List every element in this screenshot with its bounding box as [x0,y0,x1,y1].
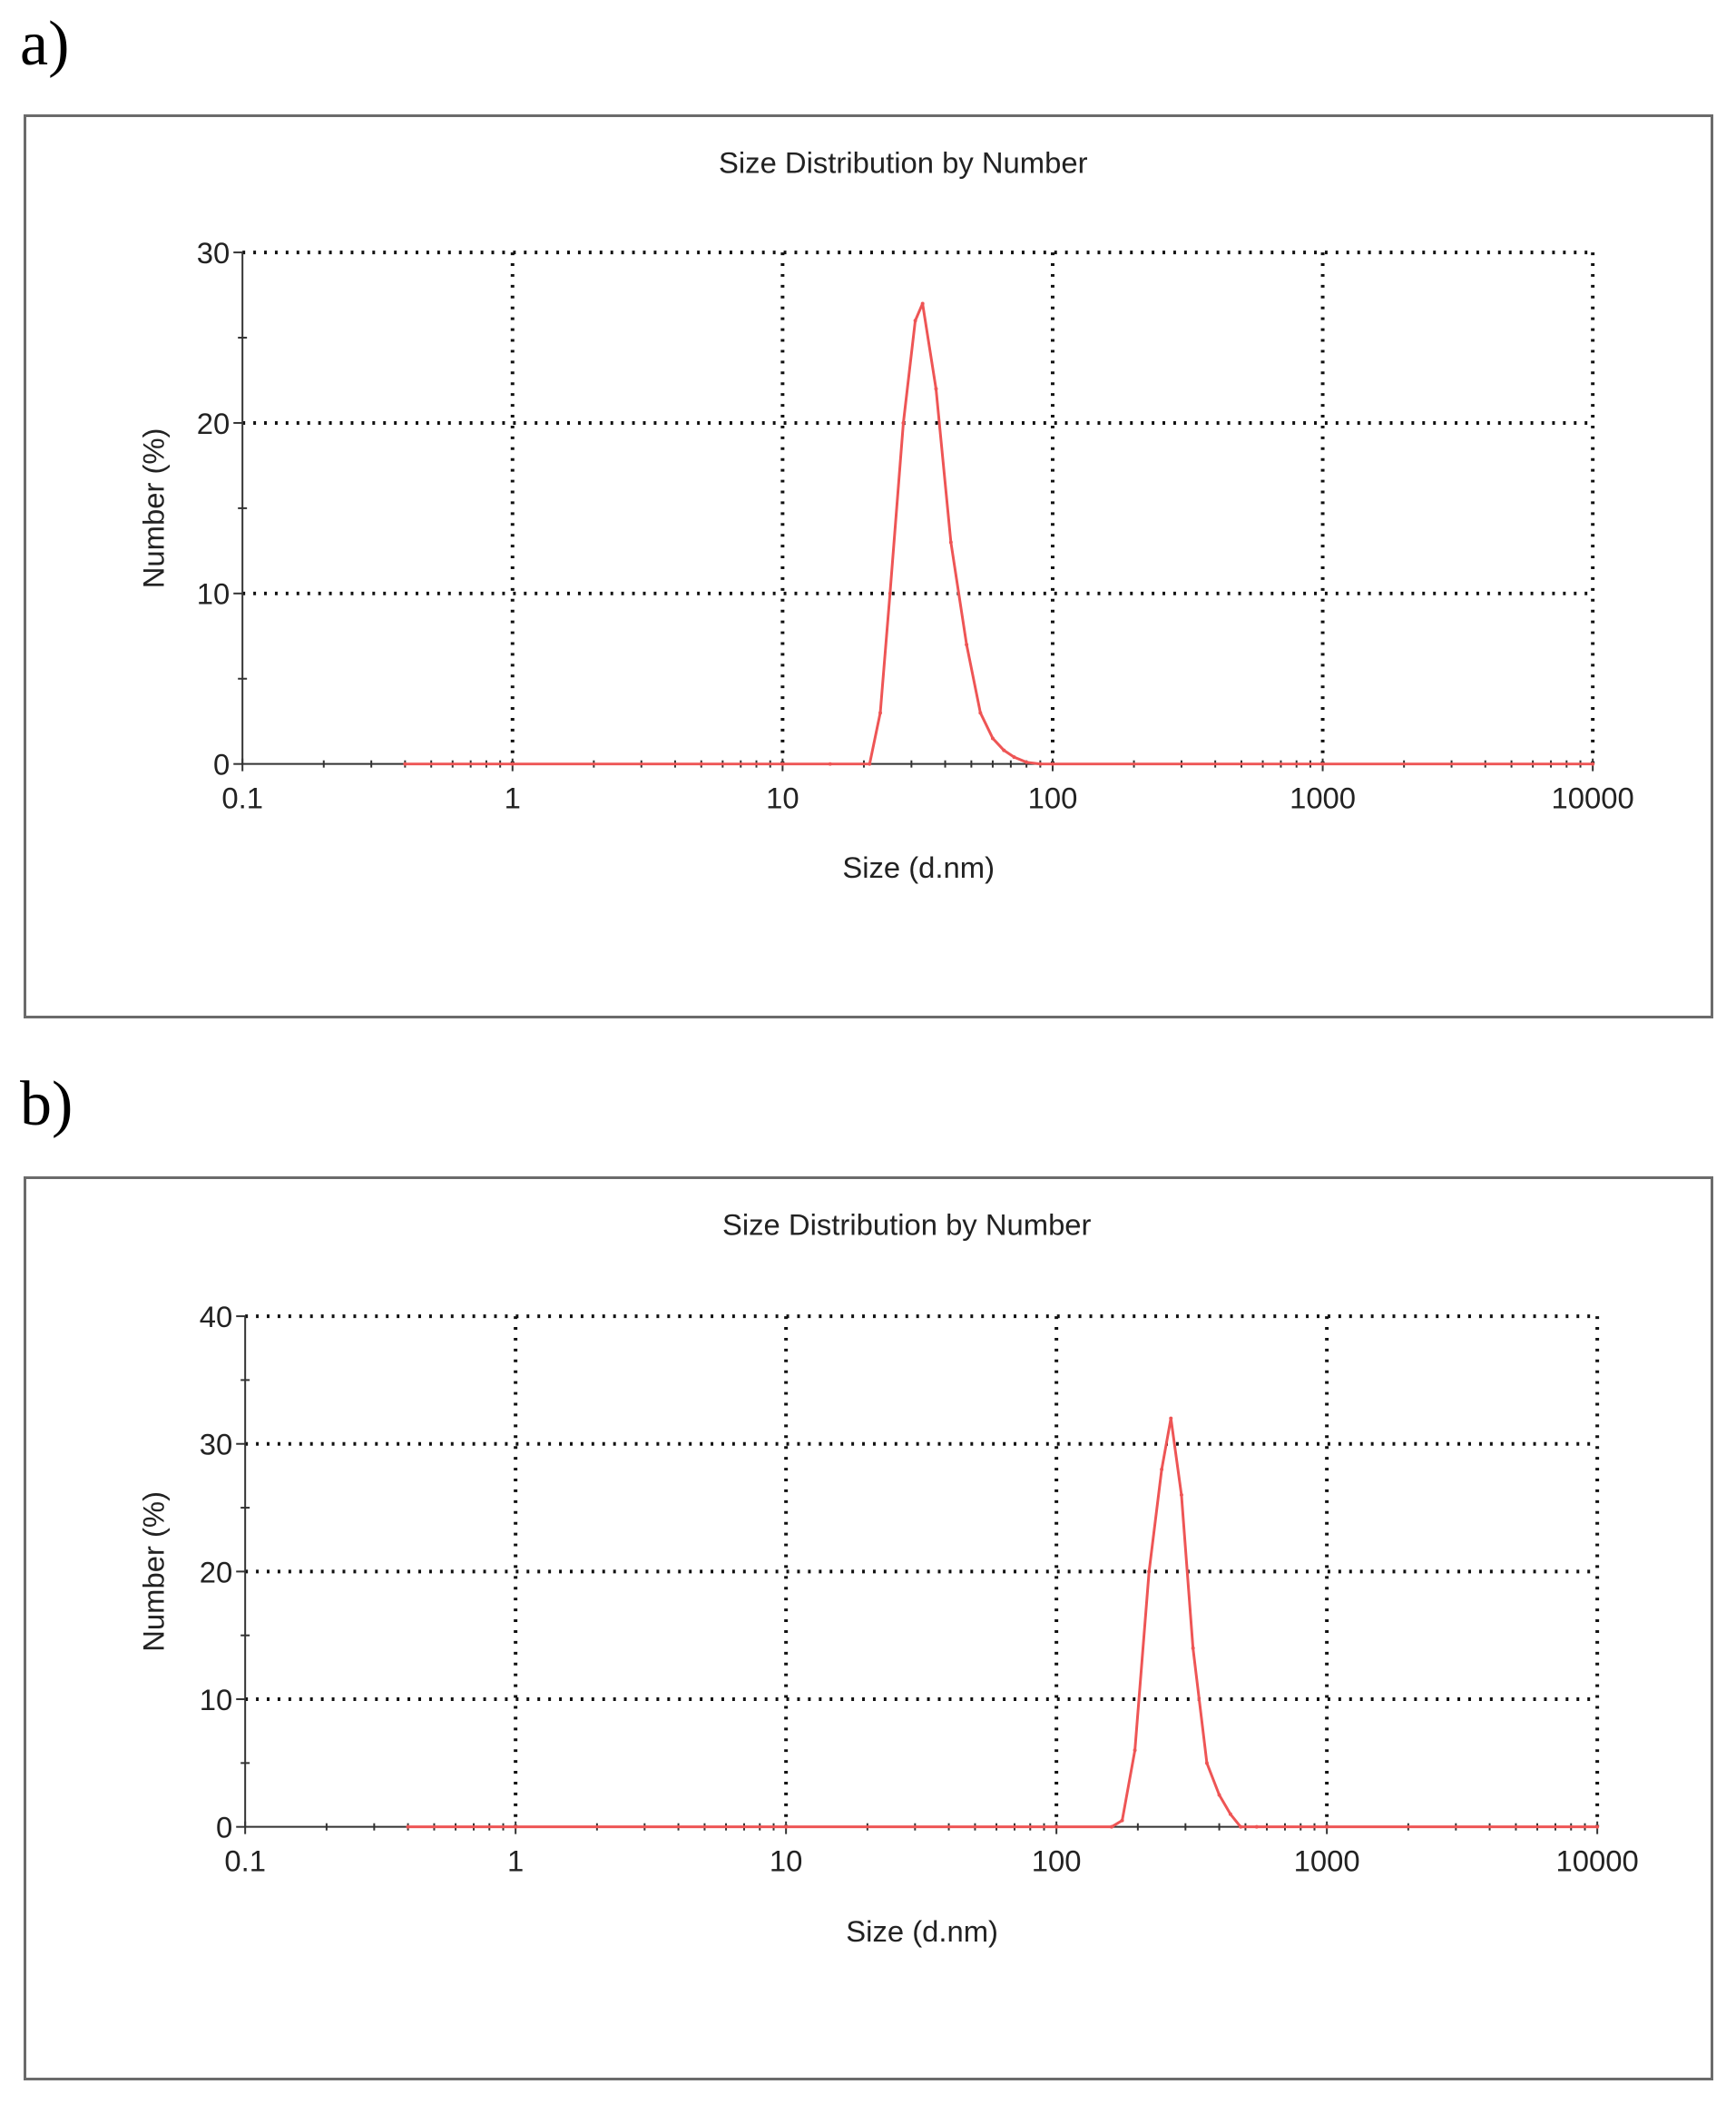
data-point [403,762,407,766]
data-point [1002,748,1006,752]
data-point [920,301,925,306]
data-point [1160,1467,1164,1471]
data-point [1228,1812,1232,1816]
chart-panel-a: Size Distribution by Number 0 10 20 30 0.1 1 10… [24,114,1713,1018]
data-point [699,762,703,766]
data-point [1038,762,1043,766]
x-tick-label: 10 [766,781,799,814]
series-line [405,301,1594,766]
x-tick-label: 0.1 [221,781,263,814]
chart-svg-a: Size Distribution by Number 0 10 20 30 0.1 1 10… [137,146,1634,884]
data-point [901,420,906,425]
x-tick-label: 10000 [1552,781,1634,814]
data-point [1120,1818,1124,1823]
x-tick-label: 0.1 [224,1843,266,1877]
y-tick-label: 0 [216,1811,232,1844]
data-point [784,1824,789,1829]
x-tick-label: 10000 [1556,1843,1639,1877]
y-tick-label: 40 [200,1300,232,1333]
data-point [1595,1824,1600,1829]
y-tick-label: 30 [197,236,230,270]
y-tick-label: 20 [200,1555,232,1588]
data-point [1325,1824,1329,1829]
data-point [1169,1416,1173,1421]
data-point [913,319,917,323]
data-point [878,711,883,715]
data-point [1191,1646,1195,1650]
x-tick-label: 100 [1028,781,1078,814]
data-point [990,736,995,741]
data-point [934,387,938,391]
chart-title: Size Distribution by Number [722,1208,1092,1242]
data-point [1204,1761,1209,1765]
x-tick-label: 1 [505,781,521,814]
chart-panel-b: Size Distribution by Number 0 10 20 30 40 0.1 1… [24,1176,1713,2080]
x-tick-label: 1 [507,1843,524,1877]
y-tick-label: 10 [200,1683,232,1716]
data-point [514,1824,518,1829]
y-tick-label: 30 [200,1428,232,1461]
series-line [407,1417,1598,1829]
y-tick-label: 10 [197,577,230,611]
x-axis-label: Size (d.nm) [846,1914,998,1948]
y-axis-label: Number (%) [137,1491,171,1652]
panel-label-a: a) [20,9,70,79]
x-tick-label: 100 [1032,1843,1082,1877]
data-point [1050,762,1054,766]
data-point [1025,760,1029,764]
chart-title: Size Distribution by Number [719,146,1088,180]
data-point [1591,762,1595,766]
data-point [888,591,892,595]
data-point [948,540,953,545]
data-point [1179,1493,1183,1497]
data-point [406,1824,410,1829]
y-axis-label: Number (%) [137,428,171,589]
x-axis-label: Size (d.nm) [842,850,995,884]
data-point [780,762,785,766]
data-point [510,762,515,766]
chart-svg-b: Size Distribution by Number 0 10 20 30 40 0.1 1… [137,1208,1639,1948]
x-tick-label: 1000 [1290,781,1356,814]
data-point [965,643,969,647]
data-point [868,762,872,766]
data-point [978,711,983,715]
y-tick-label: 0 [213,748,230,782]
panel-label-b: b) [20,1069,74,1139]
data-point [1109,1824,1113,1829]
x-tick-label: 10 [770,1843,802,1877]
data-point [1239,1824,1243,1829]
y-tick-label: 20 [197,407,230,440]
data-point [1147,1569,1152,1574]
x-tick-label: 1000 [1294,1843,1360,1877]
data-point [1254,1824,1259,1829]
data-point [1054,1824,1059,1829]
data-point [828,762,832,766]
data-point [1133,1748,1137,1753]
data-point [1012,755,1016,760]
data-point [1320,762,1325,766]
data-point [1217,1793,1221,1797]
